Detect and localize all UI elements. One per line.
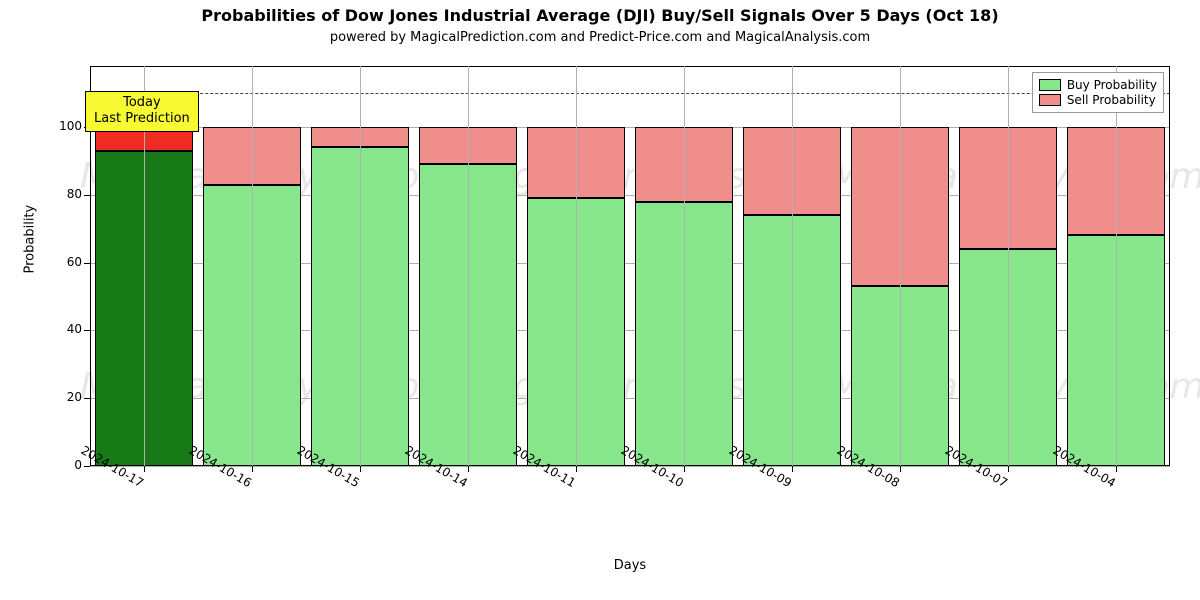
y-tick-label: 0 <box>50 458 82 472</box>
chart-title: Probabilities of Dow Jones Industrial Av… <box>0 6 1200 25</box>
y-tick-label: 20 <box>50 390 82 404</box>
today-annotation-line1: Today <box>94 95 190 111</box>
x-grid-line <box>900 66 901 466</box>
x-grid-line <box>792 66 793 466</box>
x-grid-line <box>1116 66 1117 466</box>
x-grid-line <box>1008 66 1009 466</box>
x-tick-mark <box>900 466 901 472</box>
legend-item: Buy Probability <box>1039 78 1157 92</box>
legend-label: Sell Probability <box>1067 93 1156 107</box>
today-annotation: TodayLast Prediction <box>85 91 199 132</box>
x-grid-line <box>684 66 685 466</box>
legend-swatch <box>1039 94 1061 106</box>
x-tick-mark <box>252 466 253 472</box>
y-tick-label: 100 <box>50 119 82 133</box>
y-tick-mark <box>84 466 90 467</box>
x-tick-mark <box>144 466 145 472</box>
plot-area: MagicalAnalysis.comMagicalAnalysis.comMa… <box>90 66 1170 466</box>
x-tick-mark <box>576 466 577 472</box>
x-tick-mark <box>792 466 793 472</box>
y-axis-label: Probability <box>23 254 38 274</box>
today-annotation-line2: Last Prediction <box>94 111 190 127</box>
x-tick-mark <box>1116 466 1117 472</box>
chart-subtitle: powered by MagicalPrediction.com and Pre… <box>0 30 1200 45</box>
x-axis-label: Days <box>90 558 1170 573</box>
x-grid-line <box>360 66 361 466</box>
x-tick-mark <box>1008 466 1009 472</box>
legend-label: Buy Probability <box>1067 78 1157 92</box>
x-grid-line <box>252 66 253 466</box>
x-tick-mark <box>360 466 361 472</box>
x-grid-line <box>576 66 577 466</box>
y-tick-label: 80 <box>50 187 82 201</box>
chart-container: Probabilities of Dow Jones Industrial Av… <box>0 0 1200 600</box>
legend: Buy ProbabilitySell Probability <box>1032 72 1164 113</box>
x-tick-mark <box>468 466 469 472</box>
y-tick-label: 60 <box>50 255 82 269</box>
x-grid-line <box>468 66 469 466</box>
y-tick-label: 40 <box>50 322 82 336</box>
legend-item: Sell Probability <box>1039 93 1157 107</box>
legend-swatch <box>1039 79 1061 91</box>
axis-spine <box>1169 66 1170 466</box>
x-tick-mark <box>684 466 685 472</box>
